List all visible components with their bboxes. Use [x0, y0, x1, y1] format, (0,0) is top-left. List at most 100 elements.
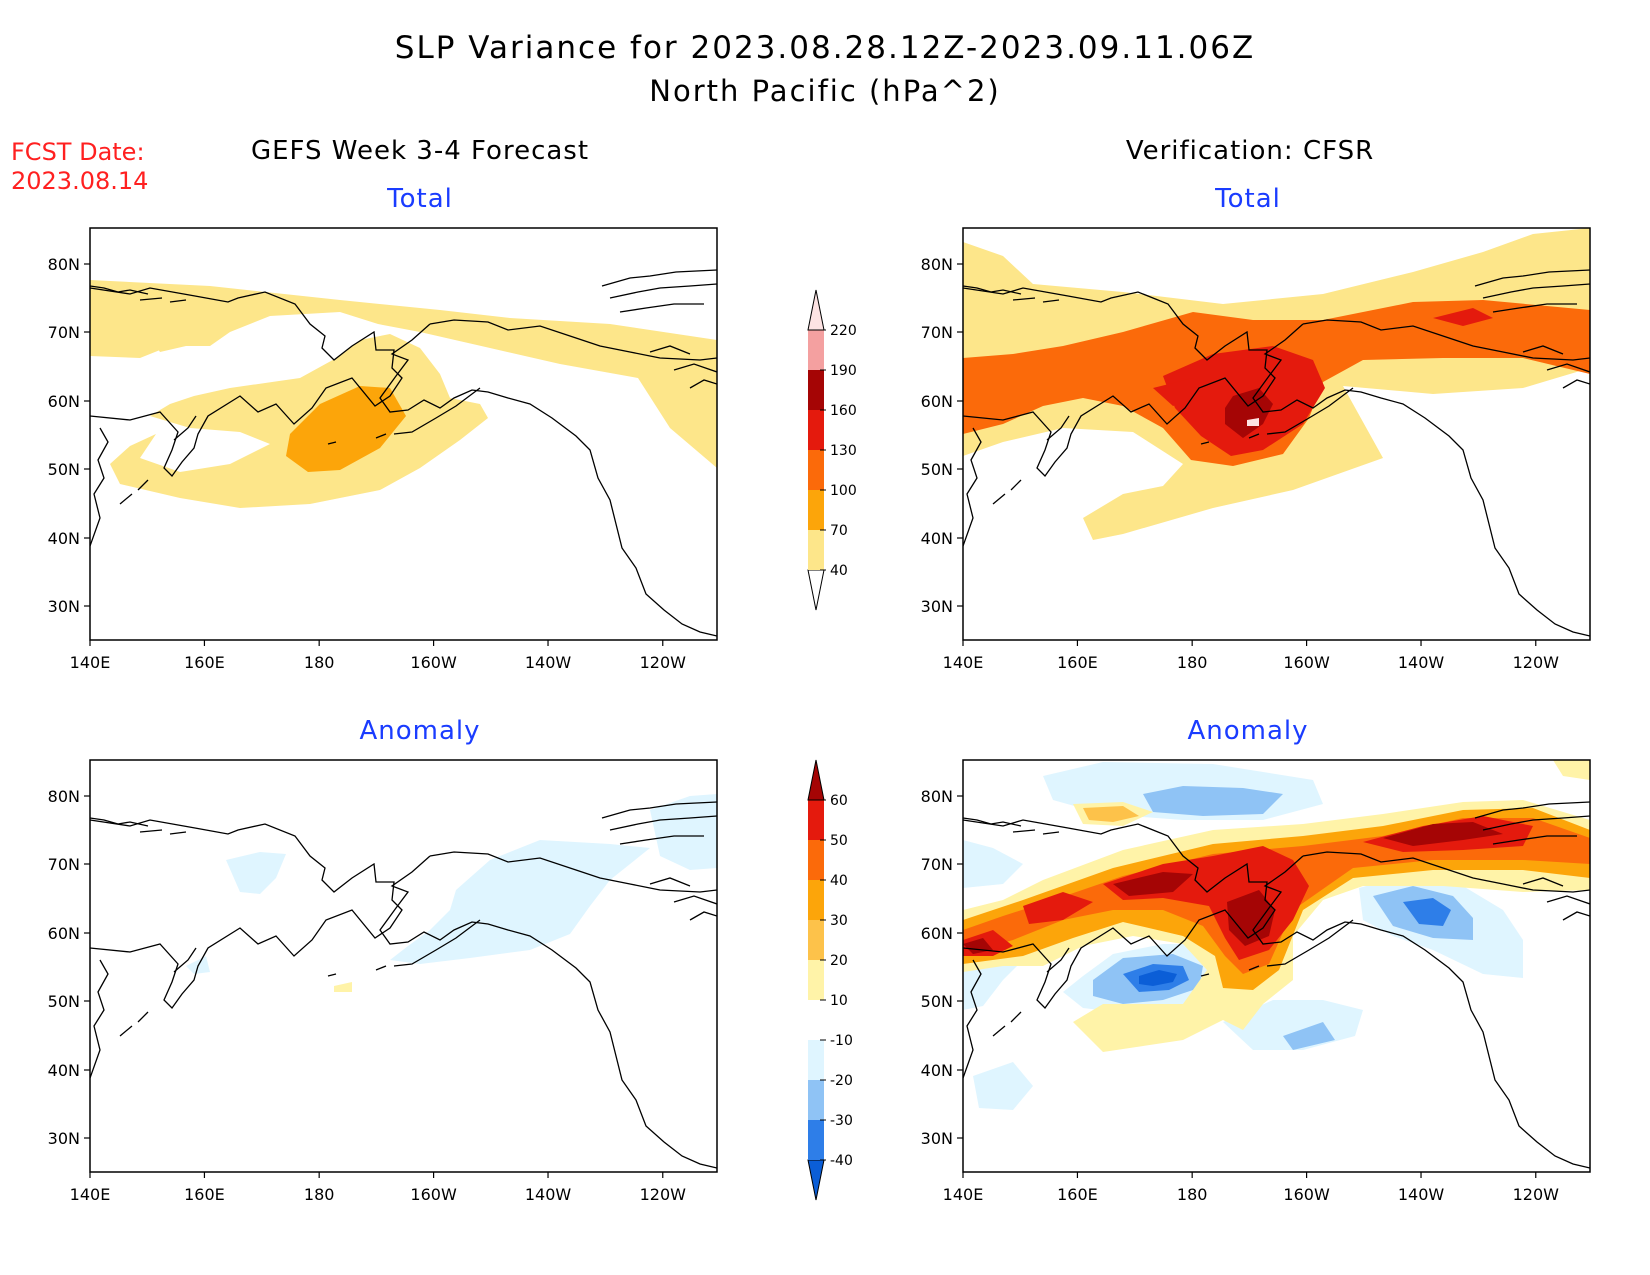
lat-label-verif-anomaly: 50N: [921, 992, 953, 1011]
colorbar-anomaly-swatch: [808, 1120, 824, 1160]
lon-label-forecast-total: 180: [304, 653, 335, 672]
colorbar-anomaly-lower-arrow: [807, 1159, 825, 1201]
lat-label-verif-total: 50N: [921, 460, 953, 479]
colorbar-anomaly-label: 30: [830, 913, 848, 929]
lon-label-forecast-anomaly: 120W: [640, 1185, 687, 1204]
lon-label-forecast-anomaly: 180: [304, 1185, 335, 1204]
colorbar-total-label: 70: [830, 523, 848, 539]
lon-label-verif-anomaly: 140W: [1398, 1185, 1445, 1204]
colorbar-anomaly-swatch: [808, 1000, 824, 1040]
colorbar-anomaly-swatch: [808, 1080, 824, 1120]
lon-label-verif-total: 160E: [1057, 653, 1098, 672]
lat-label-verif-anomaly: 60N: [921, 924, 953, 943]
map-verif-total: [962, 227, 1591, 641]
forecast-date-value: 2023.08.14: [11, 167, 149, 195]
lon-label-forecast-anomaly: 160E: [184, 1185, 225, 1204]
lon-label-verif-total: 140E: [943, 653, 984, 672]
colorbar-total-label: 190: [830, 363, 857, 379]
lat-label-forecast-total: 80N: [48, 255, 80, 274]
lat-label-forecast-total: 30N: [48, 597, 80, 616]
colorbar-total-upper-arrow: [807, 289, 825, 331]
map-forecast-total: [89, 227, 718, 641]
colorbar-anomaly-label: -10: [830, 1033, 853, 1049]
lon-label-verif-total: 120W: [1513, 653, 1560, 672]
map-verif-anomaly: [962, 759, 1591, 1173]
colorbar-anomaly-swatch: [808, 880, 824, 920]
lon-label-forecast-total: 140W: [525, 653, 572, 672]
lon-label-forecast-total: 140E: [70, 653, 111, 672]
colorbar-total-swatch: [808, 370, 824, 410]
colorbar-anomaly-upper-arrow: [807, 759, 825, 801]
lon-label-forecast-anomaly: 140E: [70, 1185, 111, 1204]
colorbar-anomaly-label: -20: [830, 1073, 853, 1089]
lat-label-forecast-total: 60N: [48, 392, 80, 411]
colorbar-total-swatch: [808, 410, 824, 450]
colorbar-anomaly-label: 60: [830, 793, 848, 809]
colorbar-total-label: 220: [830, 323, 857, 339]
lon-label-forecast-total: 120W: [640, 653, 687, 672]
lat-label-verif-total: 70N: [921, 323, 953, 342]
lon-label-verif-anomaly: 160W: [1283, 1185, 1330, 1204]
lat-label-forecast-anomaly: 70N: [48, 855, 80, 874]
lat-label-verif-total: 80N: [921, 255, 953, 274]
lon-label-forecast-anomaly: 160W: [410, 1185, 457, 1204]
lon-label-forecast-anomaly: 140W: [525, 1185, 572, 1204]
colorbar-anomaly-label: -30: [830, 1113, 853, 1129]
lon-label-verif-anomaly: 180: [1177, 1185, 1208, 1204]
column-title-verification: Verification: CFSR: [1125, 136, 1375, 166]
map-forecast-anomaly: [89, 759, 718, 1173]
lon-label-verif-total: 140W: [1398, 653, 1445, 672]
lon-label-forecast-total: 160E: [184, 653, 225, 672]
lat-label-forecast-anomaly: 80N: [48, 787, 80, 806]
colorbar-anomaly-label: 40: [830, 873, 848, 889]
lat-label-forecast-anomaly: 50N: [48, 992, 80, 1011]
lat-label-forecast-total: 50N: [48, 460, 80, 479]
colorbar-anomaly-label: -40: [830, 1153, 853, 1169]
lon-label-verif-total: 160W: [1283, 653, 1330, 672]
main-subtitle: North Pacific (hPa^2): [649, 74, 1001, 108]
colorbar-total-label: 130: [830, 443, 857, 459]
colorbar-anomaly-swatch: [808, 1040, 824, 1080]
lat-label-forecast-total: 70N: [48, 323, 80, 342]
colorbar-total-swatch: [808, 530, 824, 570]
lat-label-verif-total: 40N: [921, 529, 953, 548]
colorbar-anomaly-swatch: [808, 920, 824, 960]
lat-label-verif-anomaly: 80N: [921, 787, 953, 806]
colorbar-total-label: 160: [830, 403, 857, 419]
lon-label-verif-total: 180: [1177, 653, 1208, 672]
colorbar-total-lower-arrow: [807, 569, 825, 611]
colorbar-total-label: 40: [830, 563, 848, 579]
panel-title-verif-anomaly: Anomaly: [1187, 716, 1309, 746]
colorbar-anomaly-label: 10: [830, 993, 848, 1009]
column-title-forecast: GEFS Week 3-4 Forecast: [250, 136, 590, 166]
lat-label-verif-anomaly: 70N: [921, 855, 953, 874]
colorbar-total-label: 100: [830, 483, 857, 499]
main-title: SLP Variance for 2023.08.28.12Z-2023.09.…: [394, 30, 1256, 66]
colorbar-anomaly-swatch: [808, 960, 824, 1000]
colorbar-anomaly-label: 50: [830, 833, 848, 849]
colorbar-total-swatch: [808, 490, 824, 530]
lat-label-forecast-anomaly: 60N: [48, 924, 80, 943]
forecast-date: FCST Date: 2023.08.14: [11, 138, 148, 196]
lat-label-verif-total: 30N: [921, 597, 953, 616]
colorbar-total: 40 70 100 130 160 190 220: [807, 289, 857, 611]
colorbar-anomaly-swatch: [808, 800, 824, 840]
lat-label-forecast-anomaly: 40N: [48, 1061, 80, 1080]
panel-title-forecast-total: Total: [387, 184, 453, 214]
panel-title-forecast-anomaly: Anomaly: [359, 716, 481, 746]
panel-title-verif-total: Total: [1215, 184, 1281, 214]
colorbar-total-swatch: [808, 330, 824, 370]
lat-label-forecast-total: 40N: [48, 529, 80, 548]
lat-label-verif-anomaly: 30N: [921, 1129, 953, 1148]
lat-label-forecast-anomaly: 30N: [48, 1129, 80, 1148]
lat-label-verif-total: 60N: [921, 392, 953, 411]
lon-label-verif-anomaly: 140E: [943, 1185, 984, 1204]
colorbar-total-swatch: [808, 450, 824, 490]
lon-label-verif-anomaly: 160E: [1057, 1185, 1098, 1204]
lon-label-forecast-total: 160W: [410, 653, 457, 672]
forecast-date-label: FCST Date:: [11, 138, 145, 166]
lat-label-verif-anomaly: 40N: [921, 1061, 953, 1080]
colorbar-anomaly-swatch: [808, 840, 824, 880]
